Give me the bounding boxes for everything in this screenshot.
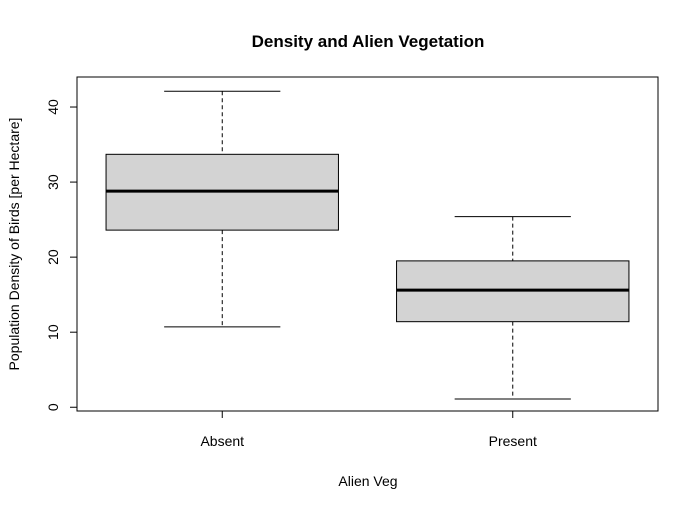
box-present — [396, 216, 630, 400]
y-tick-label: 10 — [45, 324, 61, 340]
chart-title: Density and Alien Vegetation — [252, 32, 485, 51]
y-tick-label: 30 — [45, 174, 61, 190]
x-axis: Absent Present — [200, 410, 537, 449]
y-axis: 0 10 20 30 40 — [45, 99, 78, 411]
y-tick-label: 0 — [45, 403, 61, 411]
plot-frame — [76, 76, 659, 412]
x-tick-label: Present — [489, 433, 537, 449]
x-axis-label: Alien Veg — [338, 473, 397, 489]
box-absent — [105, 90, 339, 328]
y-axis-label: Population Density of Birds [per Hectare… — [6, 118, 22, 371]
y-tick-label: 40 — [45, 99, 61, 115]
y-tick-label: 20 — [45, 249, 61, 265]
boxes-layer — [105, 90, 630, 400]
x-tick-label: Absent — [200, 433, 244, 449]
